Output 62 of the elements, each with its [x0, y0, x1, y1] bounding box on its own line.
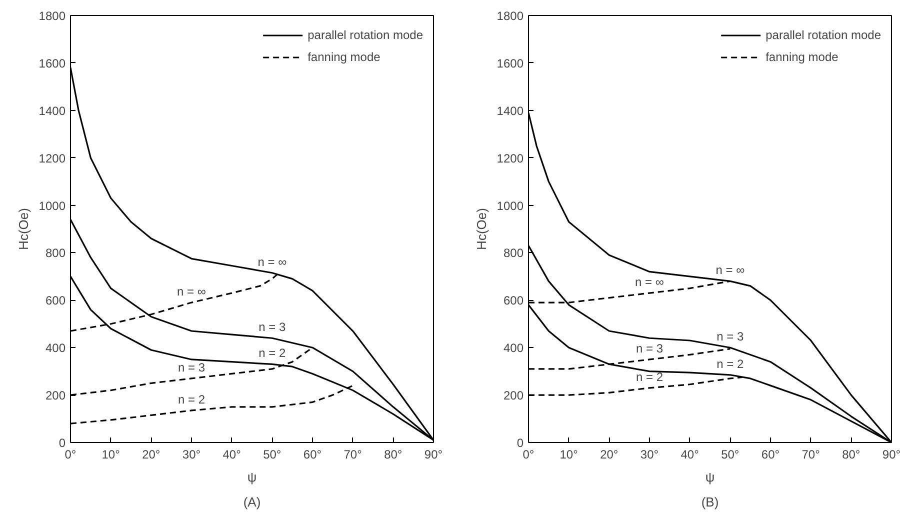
y-axis-title: Hc(Oe): [474, 208, 489, 250]
y-tick-label: 800: [503, 246, 524, 260]
x-tick-label: 90°: [882, 448, 901, 462]
x-tick-label: 10°: [102, 448, 120, 462]
y-tick-label: 1400: [496, 104, 524, 118]
y-tick-label: 1600: [496, 56, 524, 70]
text: (B): [701, 494, 719, 510]
x-tick-label: 60°: [761, 448, 780, 462]
annotation: n = 2: [636, 370, 664, 384]
y-tick-label: 200: [45, 388, 66, 403]
y-tick-label: 1000: [38, 198, 66, 213]
y-tick-label: 1000: [496, 198, 524, 213]
x-tick-label: 0°: [522, 448, 534, 462]
x-axis-title: ψ: [705, 470, 715, 484]
y-tick-label: 600: [503, 294, 524, 308]
y-tick-label: 1200: [496, 151, 524, 166]
x-tick-label: 90°: [424, 448, 443, 462]
x-tick-label: 10°: [560, 448, 578, 462]
x-tick-label: 80°: [384, 448, 402, 462]
x-tick-label: 30°: [640, 448, 659, 462]
annotation: n = 2: [178, 392, 206, 406]
x-tick-label: 60°: [303, 448, 322, 462]
annotation: n = ∞: [177, 284, 206, 299]
y-tick-label: 1800: [496, 9, 524, 23]
x-tick-label: 30°: [182, 448, 201, 462]
y-tick-label: 400: [503, 341, 524, 356]
legend-label: fanning mode: [308, 50, 380, 64]
y-axis-title: Hc(Oe): [16, 208, 31, 250]
y-tick-label: 600: [45, 294, 66, 308]
y-tick-label: 0: [58, 436, 66, 450]
annotation: n = 3: [258, 320, 286, 334]
annotation: n = ∞: [716, 263, 746, 278]
y-tick-label: 1200: [38, 151, 66, 166]
y-tick-label: 1800: [38, 9, 66, 23]
legend-label: parallel rotation mode: [766, 28, 881, 42]
text: (A): [243, 494, 261, 510]
annotation: n = 2: [716, 356, 744, 371]
x-tick-label: 70°: [802, 448, 820, 462]
y-tick-label: 800: [45, 246, 66, 260]
x-tick-label: 0°: [64, 448, 76, 462]
legend-label: parallel rotation mode: [308, 28, 423, 42]
annotation: n = 3: [636, 341, 664, 356]
x-tick-label: 40°: [680, 448, 700, 462]
y-tick-label: 1400: [38, 104, 66, 118]
annotation: n = 3: [716, 330, 744, 344]
x-tick-label: 20°: [142, 448, 160, 462]
y-tick-label: 0: [516, 436, 524, 450]
annotation: n = ∞: [635, 275, 664, 290]
x-tick-label: 50°: [721, 448, 740, 462]
x-tick-label: 80°: [842, 448, 860, 462]
x-axis-title: ψ: [247, 470, 257, 484]
annotation: n = ∞: [258, 254, 288, 269]
legend-label: fanning mode: [766, 50, 838, 64]
x-tick-label: 50°: [263, 448, 282, 462]
x-tick-label: 40°: [222, 448, 242, 462]
y-tick-label: 400: [45, 341, 66, 356]
annotation: n = 3: [178, 360, 206, 374]
y-tick-label: 200: [503, 388, 524, 403]
annotation: n = 2: [258, 346, 286, 360]
x-tick-label: 20°: [600, 448, 618, 462]
y-tick-label: 1600: [38, 56, 66, 70]
x-tick-label: 70°: [344, 448, 362, 462]
